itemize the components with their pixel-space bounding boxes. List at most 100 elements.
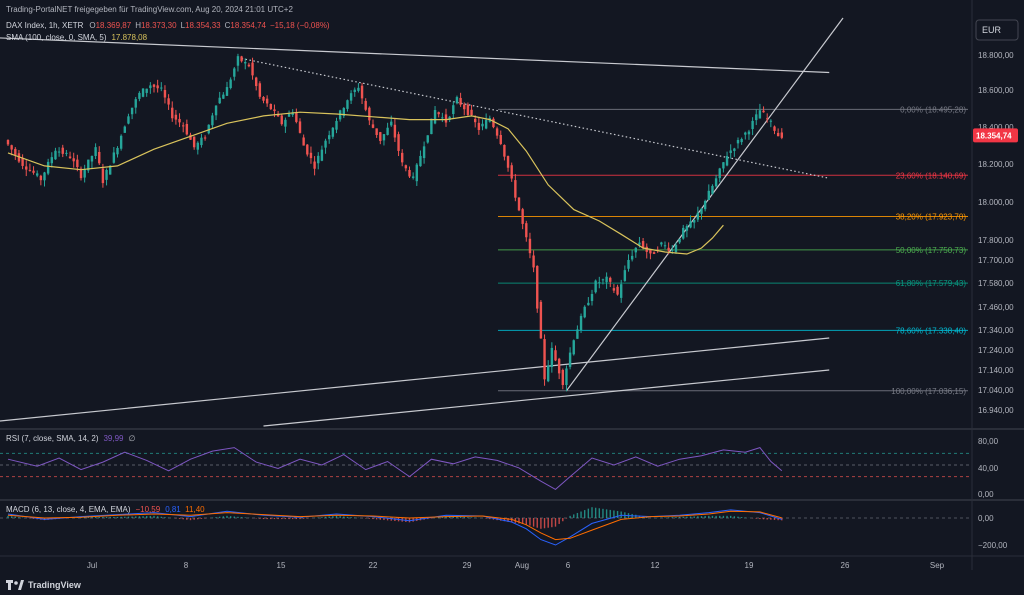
candle[interactable] bbox=[280, 113, 283, 126]
candle[interactable] bbox=[536, 265, 539, 313]
candle[interactable] bbox=[262, 96, 265, 104]
candle[interactable] bbox=[685, 224, 689, 238]
axes[interactable]: 18.800,00 18.600,00 18.400,00 18.200,00 18.0… bbox=[87, 51, 1018, 570]
candle[interactable] bbox=[134, 96, 137, 114]
candle[interactable] bbox=[50, 152, 53, 168]
candle[interactable] bbox=[211, 112, 214, 129]
candle[interactable] bbox=[302, 134, 305, 146]
sma-line[interactable] bbox=[7, 111, 724, 255]
candle[interactable] bbox=[660, 241, 663, 247]
candle[interactable] bbox=[21, 154, 24, 170]
candle[interactable] bbox=[76, 154, 79, 172]
candle[interactable] bbox=[762, 106, 765, 113]
candle[interactable] bbox=[36, 170, 39, 178]
candle[interactable] bbox=[437, 111, 440, 118]
candle[interactable] bbox=[43, 171, 46, 187]
candle[interactable] bbox=[652, 251, 656, 255]
candle[interactable] bbox=[415, 163, 418, 186]
rsi-panel[interactable] bbox=[0, 447, 970, 491]
candle[interactable] bbox=[630, 250, 634, 262]
candle[interactable] bbox=[182, 122, 185, 133]
trendline[interactable] bbox=[0, 337, 830, 422]
candle[interactable] bbox=[342, 107, 345, 119]
candle[interactable] bbox=[39, 174, 43, 186]
candle[interactable] bbox=[459, 92, 462, 107]
candle[interactable] bbox=[94, 143, 97, 160]
candle[interactable] bbox=[576, 325, 579, 339]
candle[interactable] bbox=[247, 62, 251, 68]
candle[interactable] bbox=[452, 101, 455, 120]
candle[interactable] bbox=[116, 146, 119, 158]
candle[interactable] bbox=[313, 156, 316, 176]
candle[interactable] bbox=[171, 101, 174, 122]
candle[interactable] bbox=[517, 197, 521, 212]
candle[interactable] bbox=[419, 150, 422, 167]
candle[interactable] bbox=[550, 342, 554, 373]
candle[interactable] bbox=[298, 118, 302, 134]
trendline[interactable] bbox=[263, 369, 830, 427]
candle[interactable] bbox=[474, 115, 477, 128]
candle[interactable] bbox=[324, 138, 327, 154]
candle[interactable] bbox=[152, 83, 156, 93]
candle[interactable] bbox=[627, 254, 630, 272]
candle[interactable] bbox=[72, 152, 75, 168]
candle[interactable] bbox=[353, 87, 356, 97]
candle[interactable] bbox=[612, 284, 616, 293]
candle[interactable] bbox=[233, 67, 236, 81]
candle[interactable] bbox=[426, 135, 429, 144]
candle[interactable] bbox=[740, 137, 743, 145]
candle[interactable] bbox=[594, 279, 597, 294]
candle[interactable] bbox=[703, 199, 707, 212]
candle[interactable] bbox=[349, 90, 353, 104]
macd-signal-line[interactable] bbox=[7, 510, 782, 541]
candle[interactable] bbox=[214, 105, 218, 121]
candle[interactable] bbox=[328, 130, 331, 144]
candle[interactable] bbox=[90, 155, 94, 169]
candle[interactable] bbox=[689, 215, 692, 229]
symbol-label[interactable]: DAX Index, 1h, XETR O18.369,87 H18.373,30 L… bbox=[6, 21, 330, 30]
candle[interactable] bbox=[192, 136, 196, 150]
candle[interactable] bbox=[718, 167, 721, 183]
candle[interactable] bbox=[32, 166, 35, 175]
candle[interactable] bbox=[776, 128, 780, 137]
rsi-legend[interactable]: RSI (7, close, SMA, 14, 2) 39,99 ∅ bbox=[6, 434, 136, 443]
candle[interactable] bbox=[360, 82, 364, 105]
candle[interactable] bbox=[433, 106, 437, 125]
candle[interactable] bbox=[455, 95, 459, 105]
candle[interactable] bbox=[481, 119, 484, 131]
candle[interactable] bbox=[386, 122, 389, 136]
candle[interactable] bbox=[156, 79, 159, 93]
candle[interactable] bbox=[532, 250, 535, 273]
candle[interactable] bbox=[379, 131, 382, 145]
candle[interactable] bbox=[61, 144, 64, 158]
candle[interactable] bbox=[236, 53, 240, 72]
candle[interactable] bbox=[309, 146, 313, 164]
candle[interactable] bbox=[317, 152, 320, 170]
candle[interactable] bbox=[444, 108, 448, 127]
candle[interactable] bbox=[598, 276, 601, 289]
candle[interactable] bbox=[284, 117, 287, 133]
candle[interactable] bbox=[499, 130, 502, 146]
candle[interactable] bbox=[744, 131, 747, 140]
candle[interactable] bbox=[222, 92, 225, 99]
candle[interactable] bbox=[678, 238, 681, 244]
candle[interactable] bbox=[506, 155, 510, 172]
candle[interactable] bbox=[587, 297, 590, 306]
candle[interactable] bbox=[543, 334, 546, 386]
candle[interactable] bbox=[240, 55, 243, 63]
candle[interactable] bbox=[178, 113, 181, 128]
candle[interactable] bbox=[554, 345, 557, 362]
candle[interactable] bbox=[57, 147, 61, 157]
candle[interactable] bbox=[769, 119, 773, 128]
candle[interactable] bbox=[404, 164, 408, 172]
candle[interactable] bbox=[68, 151, 72, 159]
currency-button[interactable]: EUR bbox=[975, 19, 1019, 41]
candle[interactable] bbox=[583, 305, 586, 319]
candle[interactable] bbox=[138, 91, 141, 102]
candle[interactable] bbox=[203, 135, 207, 141]
candle[interactable] bbox=[696, 206, 700, 222]
candle[interactable] bbox=[112, 146, 116, 164]
candle[interactable] bbox=[10, 144, 13, 156]
candle[interactable] bbox=[747, 129, 751, 140]
candle[interactable] bbox=[411, 172, 415, 180]
